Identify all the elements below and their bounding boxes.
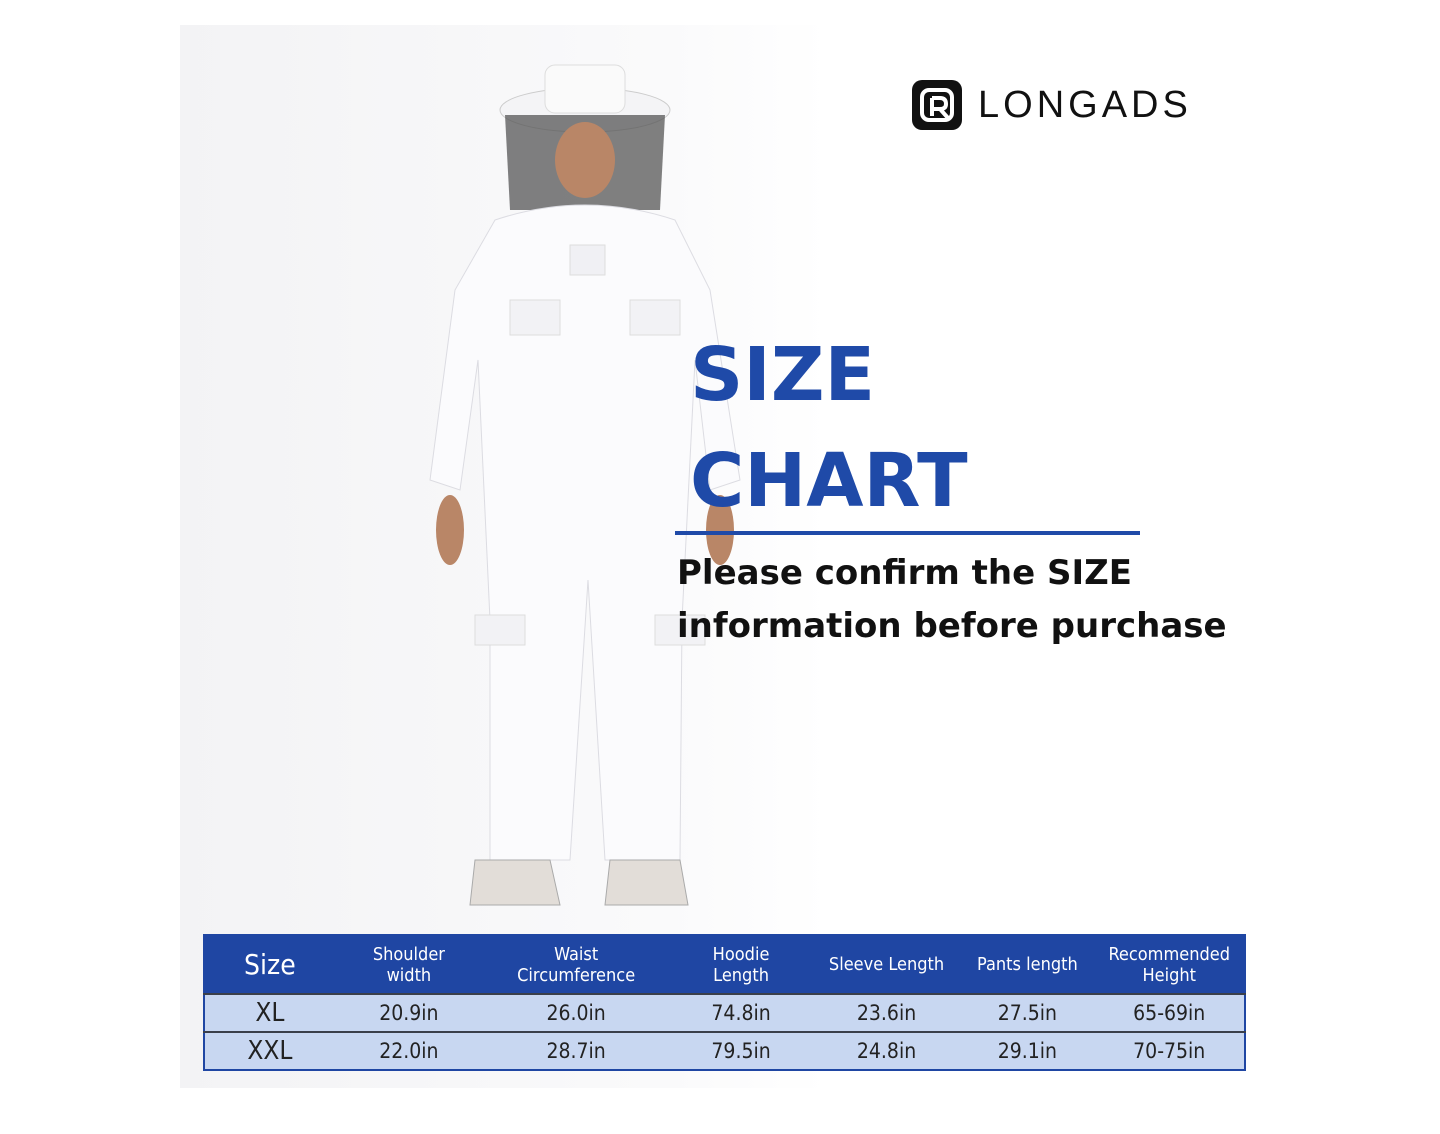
table-header-row: Size Shoulder width Waist Circumference … <box>204 935 1245 994</box>
cell: 28.7in <box>482 1031 670 1070</box>
cell: 27.5in <box>960 993 1095 1032</box>
brand-logo: LONGADS <box>910 78 1192 132</box>
header-waist: Waist Circumference <box>482 935 670 994</box>
cell: 70-75in <box>1094 1031 1245 1070</box>
header-shoulder-width: Shoulder width <box>334 935 483 994</box>
cell-size: XL <box>204 993 335 1032</box>
cell: 29.1in <box>960 1031 1095 1070</box>
header-size: Size <box>204 935 335 994</box>
header-sleeve-length: Sleeve Length <box>812 935 961 994</box>
longads-logo-icon <box>912 80 962 130</box>
header-hoodie-length: Hoodie Length <box>669 935 813 994</box>
cell: 26.0in <box>482 993 670 1032</box>
cell: 24.8in <box>812 1031 961 1070</box>
cell: 74.8in <box>669 993 813 1032</box>
product-image <box>180 25 1260 1088</box>
heading-divider <box>675 531 1140 535</box>
subtitle-line-2: information before purchase <box>677 606 1227 646</box>
header-pants-length: Pants length <box>960 935 1095 994</box>
heading-chart: CHART <box>690 438 968 524</box>
subtitle-line-1: Please confirm the SIZE <box>677 553 1133 593</box>
cell: 23.6in <box>812 993 961 1032</box>
heading-size: SIZE <box>690 332 876 418</box>
header-recommended-height: Recommended Height <box>1094 935 1245 994</box>
table-row: XXL 22.0in 28.7in 79.5in 24.8in 29.1in 7… <box>204 1031 1245 1070</box>
model-beekeeper-suit-photo <box>429 64 741 906</box>
cell: 79.5in <box>669 1031 813 1070</box>
cell-size: XXL <box>204 1031 335 1070</box>
cell: 22.0in <box>334 1031 483 1070</box>
size-table: Size Shoulder width Waist Circumference … <box>203 934 1246 1071</box>
table-row: XL 20.9in 26.0in 74.8in 23.6in 27.5in 65… <box>204 993 1245 1032</box>
cell: 20.9in <box>334 993 483 1032</box>
cell: 65-69in <box>1094 993 1245 1032</box>
brand-name: LONGADS <box>978 83 1192 126</box>
